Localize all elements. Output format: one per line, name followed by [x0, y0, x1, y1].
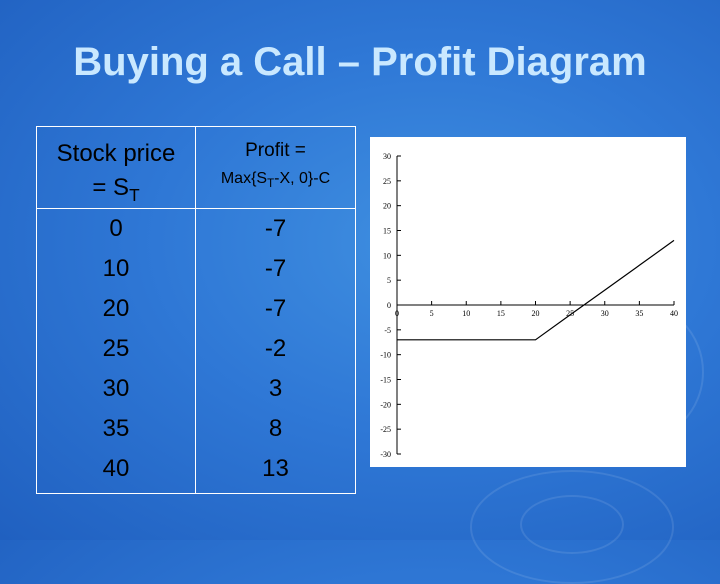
table-row: 25 -2: [37, 329, 355, 369]
price-cell: 35: [102, 415, 130, 442]
table-row: 30 3: [37, 369, 355, 409]
x-tick-label: 0: [395, 309, 399, 318]
profit-cell: 3: [268, 375, 283, 402]
price-cell: 30: [102, 375, 130, 402]
header-divider: [37, 208, 355, 209]
profit-cell: 13: [262, 455, 289, 482]
y-tick-label: 30: [383, 152, 391, 161]
table-row: 20 -7: [37, 289, 355, 329]
table-row: 10 -7: [37, 249, 355, 289]
header-stock-price-line2: = ST: [92, 174, 140, 206]
y-tick-label: -15: [380, 376, 391, 385]
header-stock-price: Stock price = ST: [37, 137, 195, 212]
slide-title: Buying a Call – Profit Diagram: [73, 40, 647, 84]
y-tick-label: 20: [383, 202, 391, 211]
x-tick-label: 25: [566, 309, 574, 318]
y-tick-label: -20: [380, 400, 391, 409]
table-row: 0 -7: [37, 209, 355, 249]
price-cell: 20: [102, 295, 130, 322]
price-cell: 10: [102, 255, 130, 282]
price-cell: 40: [102, 455, 130, 482]
x-tick-label: 15: [497, 309, 505, 318]
profit-cell: -2: [264, 335, 287, 362]
y-tick-label: 0: [387, 301, 391, 310]
header-stock-price-line1: Stock price: [56, 140, 176, 167]
y-tick-label: -25: [380, 425, 391, 434]
profit-line: [397, 239, 675, 341]
table-row: 40 13: [37, 449, 355, 489]
price-cell: 0: [109, 215, 123, 242]
x-tick-label: 40: [670, 309, 678, 318]
table-row: 35 8: [37, 409, 355, 449]
y-tick-label: -10: [380, 351, 391, 360]
profit-cell: 8: [268, 415, 283, 442]
profit-cell: -7: [264, 255, 287, 282]
x-tick-label: 20: [532, 309, 540, 318]
price-cell: 25: [102, 335, 130, 362]
y-tick-label: -30: [380, 450, 391, 459]
header-profit-formula: Max{ST-X, 0}-C: [220, 170, 331, 191]
background-ripple: [470, 470, 674, 584]
y-tick-label: 5: [387, 276, 391, 285]
profit-cell: -7: [264, 215, 287, 242]
y-tick-label: 15: [383, 227, 391, 236]
y-tick-label: 25: [383, 177, 391, 186]
profit-chart: 30 25 20 15 10 5 0 -5 -10 -15 -20 -25 -30 0 5 10 15 20 25 3…: [370, 137, 686, 467]
profit-table: Stock price = ST Profit = Max{ST-X, 0}-C…: [36, 126, 356, 494]
y-tick-label: 10: [383, 251, 391, 260]
x-tick-label: 35: [635, 309, 643, 318]
profit-cell: -7: [264, 295, 287, 322]
header-profit-line1: Profit =: [245, 140, 306, 161]
x-tick-label: 10: [462, 309, 470, 318]
background-ripple: [520, 495, 624, 554]
x-tick-label: 5: [430, 309, 434, 318]
column-divider: [195, 127, 196, 493]
profit-chart-svg: 30 25 20 15 10 5 0 -5 -10 -15 -20 -25 -30 0 5 10 15 20 25 3…: [380, 152, 678, 459]
y-tick-label: -5: [384, 326, 391, 335]
x-tick-label: 30: [601, 309, 609, 318]
header-profit: Profit = Max{ST-X, 0}-C: [196, 137, 355, 198]
